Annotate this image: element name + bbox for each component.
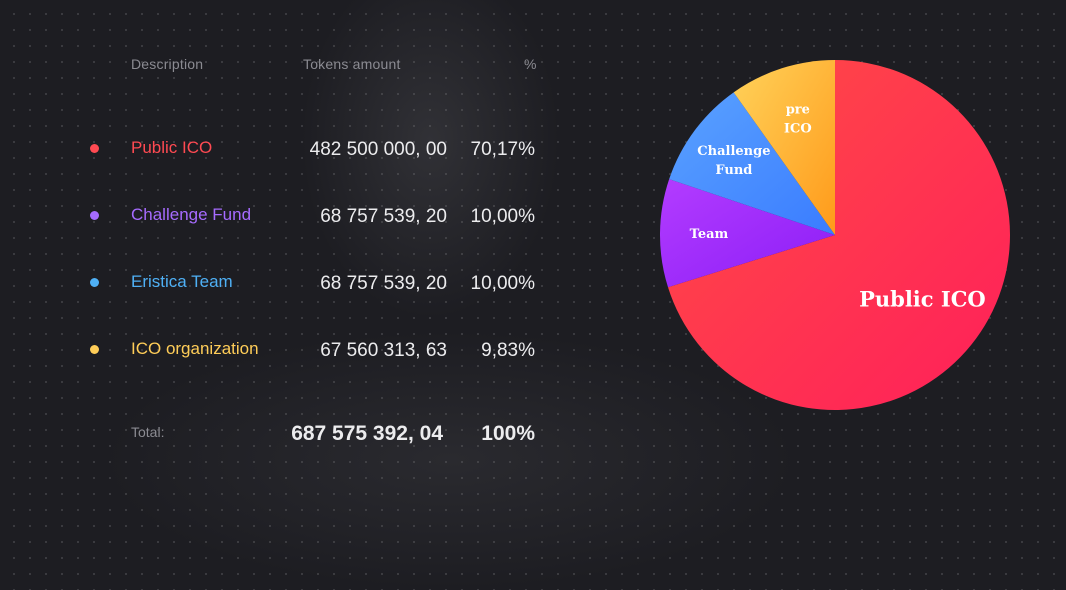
pie-slice-challenge-fund — [669, 92, 835, 235]
row-tokens: 482 500 000, 00 — [309, 139, 447, 160]
pie-label: Challenge Fund — [697, 144, 770, 178]
legend-dot-icon — [90, 211, 99, 220]
row-percent: 10,00% — [470, 273, 535, 294]
total-label: Total: — [131, 424, 165, 440]
pie-slice-public-ico — [668, 60, 1011, 410]
legend-dot-icon — [90, 278, 99, 287]
pie-slice-pre-ico — [733, 60, 835, 235]
table-row-ico-organization: ICO organization 67 560 313, 63 9,83% — [0, 336, 560, 366]
header-description: Description — [131, 56, 204, 72]
pie-label: pre ICO — [784, 102, 812, 136]
row-description: Challenge Fund — [131, 205, 252, 224]
row-percent: 9,83% — [481, 340, 535, 361]
pie-label: Public ICO — [859, 287, 986, 312]
table-row-public-ico: Public ICO 482 500 000, 00 70,17% — [0, 135, 560, 165]
token-distribution-table: Description Tokens amount % Public ICO 4… — [0, 0, 560, 529]
table-row-eristica-team: Eristica Team 68 757 539, 20 10,00% — [0, 269, 560, 299]
row-description: Public ICO — [131, 138, 213, 157]
total-percent: 100% — [481, 422, 535, 445]
table-row-total: Total: 687 575 392, 04 100% — [0, 418, 560, 448]
row-description: Eristica Team — [131, 272, 233, 291]
row-tokens: 68 757 539, 20 — [320, 273, 447, 294]
table-row-challenge-fund: Challenge Fund 68 757 539, 20 10,00% — [0, 202, 560, 232]
row-percent: 70,17% — [470, 139, 535, 160]
pie-chart: Public ICO Team Challenge Fund pre ICO — [655, 55, 1015, 415]
legend-dot-icon — [90, 144, 99, 153]
row-percent: 10,00% — [470, 206, 535, 227]
pie-slice-team — [660, 179, 835, 288]
pie-chart-svg: Public ICO Team Challenge Fund pre ICO — [660, 60, 1011, 410]
row-tokens: 68 757 539, 20 — [320, 206, 447, 227]
header-tokens-amount: Tokens amount — [303, 56, 401, 72]
row-description: ICO organization — [131, 339, 259, 358]
legend-dot-icon — [90, 345, 99, 354]
row-tokens: 67 560 313, 63 — [320, 340, 447, 361]
pie-label: Team — [690, 227, 729, 242]
total-tokens: 687 575 392, 04 — [291, 422, 443, 445]
header-percent: % — [524, 56, 537, 72]
